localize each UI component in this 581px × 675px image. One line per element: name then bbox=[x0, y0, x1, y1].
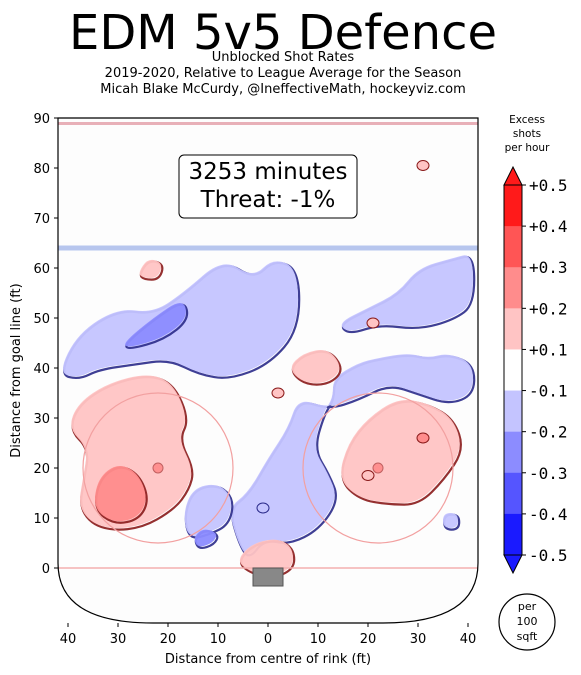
colorbar-tick-label-1: +0.4 bbox=[529, 217, 568, 236]
rink-surface bbox=[58, 118, 478, 623]
x-tick-label-3: 10 bbox=[210, 632, 227, 647]
colorbar-tick-label-9: -0.5 bbox=[529, 546, 568, 565]
colorbar-tick-label-4: +0.1 bbox=[529, 340, 568, 359]
blue-line bbox=[58, 245, 478, 251]
axes: 0 10 20 30 40 50 60 70 80 90 40 30 20 10 0 10 20 30 40 Dist… bbox=[9, 112, 479, 667]
region-11 bbox=[239, 539, 293, 576]
x-tick-label-8: 40 bbox=[460, 632, 477, 647]
colorbar-segment-3 bbox=[504, 308, 522, 350]
annotation-frame bbox=[178, 154, 358, 219]
y-axis-label: Distance from goal line (ft) bbox=[9, 283, 24, 457]
faceoff-dot-0 bbox=[152, 462, 164, 474]
faceoff-circle-1 bbox=[302, 392, 454, 544]
colorbar-title-2: per hour bbox=[505, 142, 551, 154]
y-tick-label-2: 20 bbox=[33, 462, 50, 477]
annotation-minutes: 3253 minutes bbox=[189, 159, 348, 185]
colorbar-tick-label-8: -0.4 bbox=[529, 505, 568, 524]
region-4 bbox=[184, 484, 232, 536]
y-tick-label-9: 90 bbox=[33, 112, 50, 127]
colorbar-frame bbox=[503, 184, 523, 556]
rink-border bbox=[57, 117, 479, 624]
colorbar-segment-1 bbox=[504, 226, 522, 268]
colorbar-tick-label-5: -0.1 bbox=[529, 382, 568, 401]
spot-1 bbox=[271, 387, 285, 399]
y-tick-label-5: 50 bbox=[33, 312, 50, 327]
x-axis-label: Distance from centre of rink (ft) bbox=[165, 652, 371, 667]
y-tick-label-3: 30 bbox=[33, 412, 50, 427]
colorbar-tick-label-0: +0.5 bbox=[529, 176, 568, 195]
faceoff-circle-0 bbox=[82, 392, 234, 544]
y-tick-label-6: 60 bbox=[33, 262, 50, 277]
y-tick-label-1: 10 bbox=[33, 512, 50, 527]
colorbar-segment-4 bbox=[504, 349, 522, 392]
chart-title: EDM 5v5 Defence bbox=[69, 5, 497, 61]
region-2 bbox=[341, 255, 473, 331]
centre-red-line bbox=[58, 122, 478, 125]
colorbar-segment-6 bbox=[504, 431, 522, 474]
subtitle-line-2: 2019-2020, Relative to League Average fo… bbox=[104, 66, 462, 81]
per-label-2: 100 bbox=[517, 615, 538, 628]
colorbar-title-1: shots bbox=[513, 128, 541, 140]
colorbar-extend-bottom bbox=[503, 554, 523, 575]
subtitle-line-1: Unblocked Shot Rates bbox=[211, 50, 355, 65]
y-tick-label-4: 40 bbox=[33, 362, 50, 377]
x-tick-label-0: 40 bbox=[60, 632, 77, 647]
x-tick-label-2: 20 bbox=[160, 632, 177, 647]
x-tick-label-6: 20 bbox=[360, 632, 377, 647]
colorbar-tick-label-2: +0.3 bbox=[529, 258, 568, 277]
colorbar-extend-top bbox=[503, 165, 523, 186]
spot-2 bbox=[366, 317, 380, 329]
y-tick-label-8: 80 bbox=[33, 162, 50, 177]
spot-4 bbox=[361, 470, 375, 481]
annotation-threat: Threat: -1% bbox=[200, 187, 336, 213]
subtitle-line-3: Micah Blake McCurdy, @IneffectiveMath, h… bbox=[100, 82, 466, 97]
goal-net bbox=[252, 567, 284, 587]
per-badge: per 100 sqft bbox=[498, 593, 556, 651]
per-badge-circle bbox=[498, 593, 556, 651]
x-tick-label-5: 10 bbox=[310, 632, 327, 647]
annotation-box: 3253 minutes Threat: -1% bbox=[178, 154, 358, 219]
region-6 bbox=[443, 513, 458, 528]
y-tick-label-0: 0 bbox=[42, 562, 50, 577]
colorbar-segment-8 bbox=[504, 513, 522, 556]
colorbar-tick-label-3: +0.2 bbox=[529, 299, 568, 318]
x-tick-label-7: 30 bbox=[410, 632, 427, 647]
region-10 bbox=[291, 350, 340, 383]
colorbar: +0.5 +0.4 +0.3 +0.2 +0.1 -0.1 -0.2 -0.3 -0.4 -0.5… bbox=[503, 114, 568, 575]
region-1 bbox=[125, 303, 186, 347]
per-label-3: sqft bbox=[517, 630, 538, 643]
colorbar-segment-7 bbox=[504, 472, 522, 515]
spot-5 bbox=[416, 432, 430, 444]
colorbar-segment-0 bbox=[504, 185, 522, 227]
colorbar-segment-5 bbox=[504, 390, 522, 433]
x-tick-label-4: 0 bbox=[264, 632, 272, 647]
y-tick-label-7: 70 bbox=[33, 212, 50, 227]
colorbar-tick-label-7: -0.3 bbox=[529, 464, 568, 483]
x-tick-label-1: 30 bbox=[110, 632, 127, 647]
colorbar-tick-label-6: -0.2 bbox=[529, 423, 568, 442]
region-8 bbox=[95, 466, 146, 522]
spot-3 bbox=[416, 160, 430, 171]
region-12 bbox=[139, 259, 162, 278]
colorbar-segment-2 bbox=[504, 267, 522, 309]
region-3 bbox=[231, 354, 473, 554]
spot-0 bbox=[256, 502, 270, 514]
per-label-1: per bbox=[518, 600, 537, 613]
colorbar-title-0: Excess bbox=[509, 114, 545, 126]
region-5 bbox=[194, 529, 217, 547]
faceoff-dot-1 bbox=[372, 462, 384, 474]
